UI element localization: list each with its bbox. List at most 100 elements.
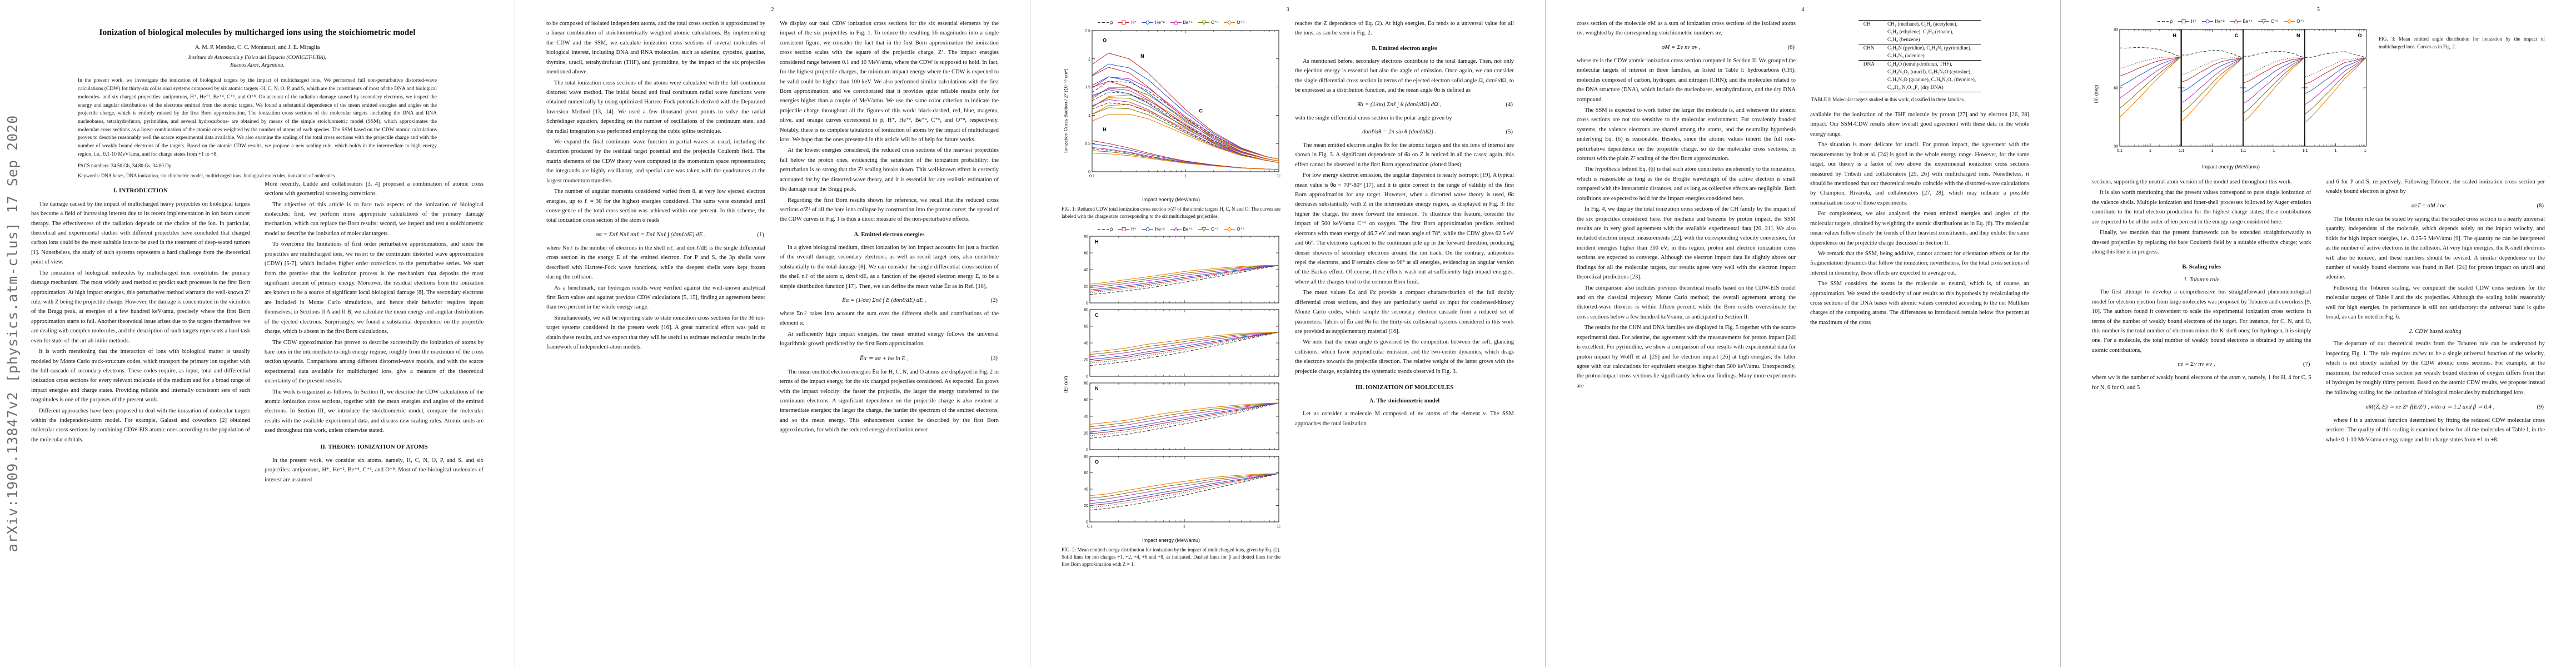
- legend-entry: C⁺⁶: [1198, 20, 1218, 25]
- legend-label: O⁺⁸: [1237, 20, 1245, 25]
- svg-text:0: 0: [1086, 375, 1088, 379]
- legend-entry: H⁺: [1118, 20, 1137, 25]
- legend-label: C⁺⁶: [2270, 19, 2279, 24]
- equation-body: σα = Σnℓ Nnℓ σnℓ = Σnℓ Nnℓ ∫ (dσnℓ/dE) d…: [595, 231, 706, 238]
- equation-number: (2): [990, 296, 998, 303]
- svg-text:20: 20: [1084, 504, 1088, 508]
- equation-number: (6): [1787, 43, 1795, 51]
- figure-2-caption: FIG. 2: Mean emitted energy distribution…: [1062, 547, 1280, 568]
- legend-entry: Be⁺⁴: [1170, 227, 1193, 232]
- equation-number: (1): [757, 231, 764, 238]
- paragraph: In the present work, we consider six ato…: [265, 457, 484, 483]
- svg-text:O: O: [1095, 459, 1099, 465]
- chart-panel: 0 20 40 60 80 N: [1084, 382, 1279, 452]
- legend-label: p̄: [1110, 20, 1113, 25]
- svg-text:N: N: [1140, 53, 1144, 59]
- table-row: CHN C₅H₅N (pyridine), C₄H₄N₂ (pyrimidine)…: [1858, 44, 1981, 52]
- paragraph: As a benchmark, our hydrogen results wer…: [546, 285, 765, 311]
- paper-affiliation-line1: Instituto de Astronomía y Física del Esp…: [188, 54, 327, 61]
- legend-line-sample: [1198, 227, 1209, 232]
- figure-2-legend: p̄ H⁺ He⁺² Be⁺⁴ C⁺⁶ O⁺⁸: [1062, 227, 1280, 232]
- page-5: 5 p̄ H⁺ He⁺² Be⁺⁴ C⁺⁶ O⁺⁸ ⟨θ⟩ (deg) 0.1 1 10 30 6…: [2061, 0, 2576, 667]
- paragraph: The number of angular momenta considered…: [546, 188, 765, 224]
- svg-text:1: 1: [2335, 149, 2337, 153]
- paragraph: For completeness, we also analyzed the m…: [1810, 211, 2029, 246]
- paragraph: sections, supporting the neutral-atom ve…: [2092, 179, 2293, 185]
- keywords-line: Keywords: DNA bases, DNA ionization, sto…: [78, 173, 335, 179]
- svg-text:H: H: [1095, 239, 1099, 245]
- paragraph: It is worth mentioning that the interact…: [31, 349, 250, 404]
- figure-3-chart: 0.1 1 10 30 60 90 H 0.1 1 10 C 0.1 1 10 N 0.1 1 10 O: [2100, 25, 2366, 163]
- paragraph: The hypothesis behind Eq. (6) is that ea…: [1577, 166, 1796, 202]
- equation-6: σM = Σν nν σν , (6): [1578, 44, 1795, 51]
- page-4-right-column: CH CH₄ (methane), C₂H₂ (acetylene), C₂H₄ (…: [1810, 19, 2029, 650]
- legend-label: O⁺⁸: [1237, 227, 1245, 232]
- table-row: C₂H₄ (ethylene), C₂H₆ (ethane),: [1858, 28, 1981, 36]
- legend-label: H⁺: [1131, 20, 1137, 25]
- svg-text:40: 40: [1084, 415, 1088, 419]
- svg-text:0.1: 0.1: [1089, 175, 1095, 178]
- legend-line-sample: [1170, 20, 1182, 24]
- page-4-left-column: cross section of the molecule σM as a su…: [1577, 19, 1796, 650]
- table-cell-family: [1858, 28, 1882, 36]
- table-1-caption: TABLE I: Molecular targets studied in th…: [1811, 97, 1965, 102]
- paragraph: The total ionization cross sections of t…: [546, 79, 765, 135]
- table-cell-molecules: C₅H₅N (pyridine), C₄H₄N₂ (pyrimidine),: [1882, 44, 1981, 52]
- paragraph: The Toburen rule can be stated by saying…: [2325, 216, 2545, 281]
- paragraph: The mean emitted electron energies Ēα fo…: [780, 369, 999, 434]
- svg-text:N: N: [1095, 386, 1099, 391]
- figure-3-caption: FIG. 3: Mean emitted angle distribution …: [2379, 36, 2545, 49]
- table-row: C₅H₅N₅ (adenine): [1858, 52, 1981, 61]
- legend-line-sample: [2230, 19, 2241, 23]
- legend-label: Be⁺⁴: [2243, 19, 2253, 24]
- figure-3-legend: p̄ H⁺ He⁺² Be⁺⁴ C⁺⁶ O⁺⁸: [2092, 19, 2370, 24]
- legend-entry: p̄: [2157, 19, 2173, 24]
- table-row: C₅H₅N₅O (guanine), C₅H₆N₂O₂ (thymine),: [1858, 76, 1981, 84]
- table-cell-molecules: C₄H₄N₂O₂ (uracil), C₄H₅N₃O (cytosine),: [1887, 69, 1972, 75]
- svg-text:20: 20: [1084, 285, 1088, 289]
- paragraph: The comparison also includes previous th…: [1577, 285, 1796, 320]
- svg-text:C: C: [2235, 33, 2239, 38]
- equation-number: (4): [1506, 101, 1513, 108]
- svg-text:80: 80: [1084, 235, 1088, 239]
- svg-text:0.1: 0.1: [2243, 149, 2246, 153]
- legend-line-sample: [1097, 229, 1109, 230]
- svg-text:0: 0: [1088, 171, 1090, 175]
- paragraph: The work is organized as follows. In Sec…: [265, 389, 484, 434]
- svg-text:40: 40: [1084, 488, 1088, 492]
- paragraph: For low energy electron emission, the an…: [1295, 172, 1514, 285]
- legend-entry: C⁺⁶: [1198, 227, 1218, 232]
- figure-1-legend: p̄ H⁺ He⁺² Be⁺⁴ C⁺⁶ O⁺⁸: [1062, 20, 1280, 25]
- table-cell-molecules: C₅H₅N₅O (guanine), C₅H₆N₂O₂ (thymine),: [1887, 77, 1976, 83]
- figure-1-chart: 0.1 1 10 0 0.5 1 1.5 2 2.5 O N C H: [1070, 26, 1280, 196]
- chart-panel: 0.1 1 10 O: [2305, 29, 2366, 153]
- svg-text:60: 60: [1084, 399, 1088, 402]
- table-cell-molecules: C₅H₅N₅ (adenine): [1887, 53, 1925, 59]
- legend-line-sample: [1170, 227, 1182, 232]
- svg-text:0.1: 0.1: [2305, 149, 2308, 153]
- equation-2: Ēα = (1/σα) Σnℓ ∫ E (dσnℓ/dE) dE , (2): [781, 297, 998, 303]
- paragraph: Finally, we mention that the present fra…: [2092, 230, 2311, 255]
- paragraph: In a given biological medium, direct ion…: [780, 244, 999, 290]
- paragraph: and 6 for P and S, respectively. Followi…: [2325, 179, 2545, 195]
- paragraph: The SSM is expected to work better the l…: [1577, 107, 1796, 162]
- legend-entry: C⁺⁶: [2258, 19, 2278, 24]
- figure-1-caption: FIG. 1: Reduced CDW total ionization cro…: [1062, 206, 1280, 220]
- svg-text:80: 80: [1084, 308, 1088, 312]
- legend-entry: O⁺⁸: [2284, 19, 2304, 24]
- paragraph: Different approaches have been proposed …: [31, 407, 250, 443]
- legend-entry: O⁺⁸: [1224, 20, 1244, 25]
- table-1-grid: CH CH₄ (methane), C₂H₂ (acetylene), C₂H₄ (…: [1858, 20, 1981, 92]
- paper-title: Ionization of biological molecules by mu…: [99, 28, 416, 37]
- arxiv-watermark: arXiv:1909.13847v2 [physics.atm-clus] 17…: [4, 115, 21, 552]
- equation-body: σM = Σν nν σν ,: [1662, 43, 1701, 51]
- legend-label: H⁺: [1131, 227, 1137, 232]
- svg-text:20: 20: [1084, 432, 1088, 436]
- legend-entry: H⁺: [1118, 227, 1137, 232]
- page-5-right-column: and 6 for P and S, respectively. Followi…: [2326, 177, 2545, 650]
- svg-text:10: 10: [2303, 149, 2305, 153]
- svg-text:1: 1: [1184, 175, 1187, 178]
- table-cell-family: CHN: [1858, 44, 1882, 52]
- page-3-right-column: reaches the Z dependence of Eq. (2). At …: [1295, 19, 1514, 650]
